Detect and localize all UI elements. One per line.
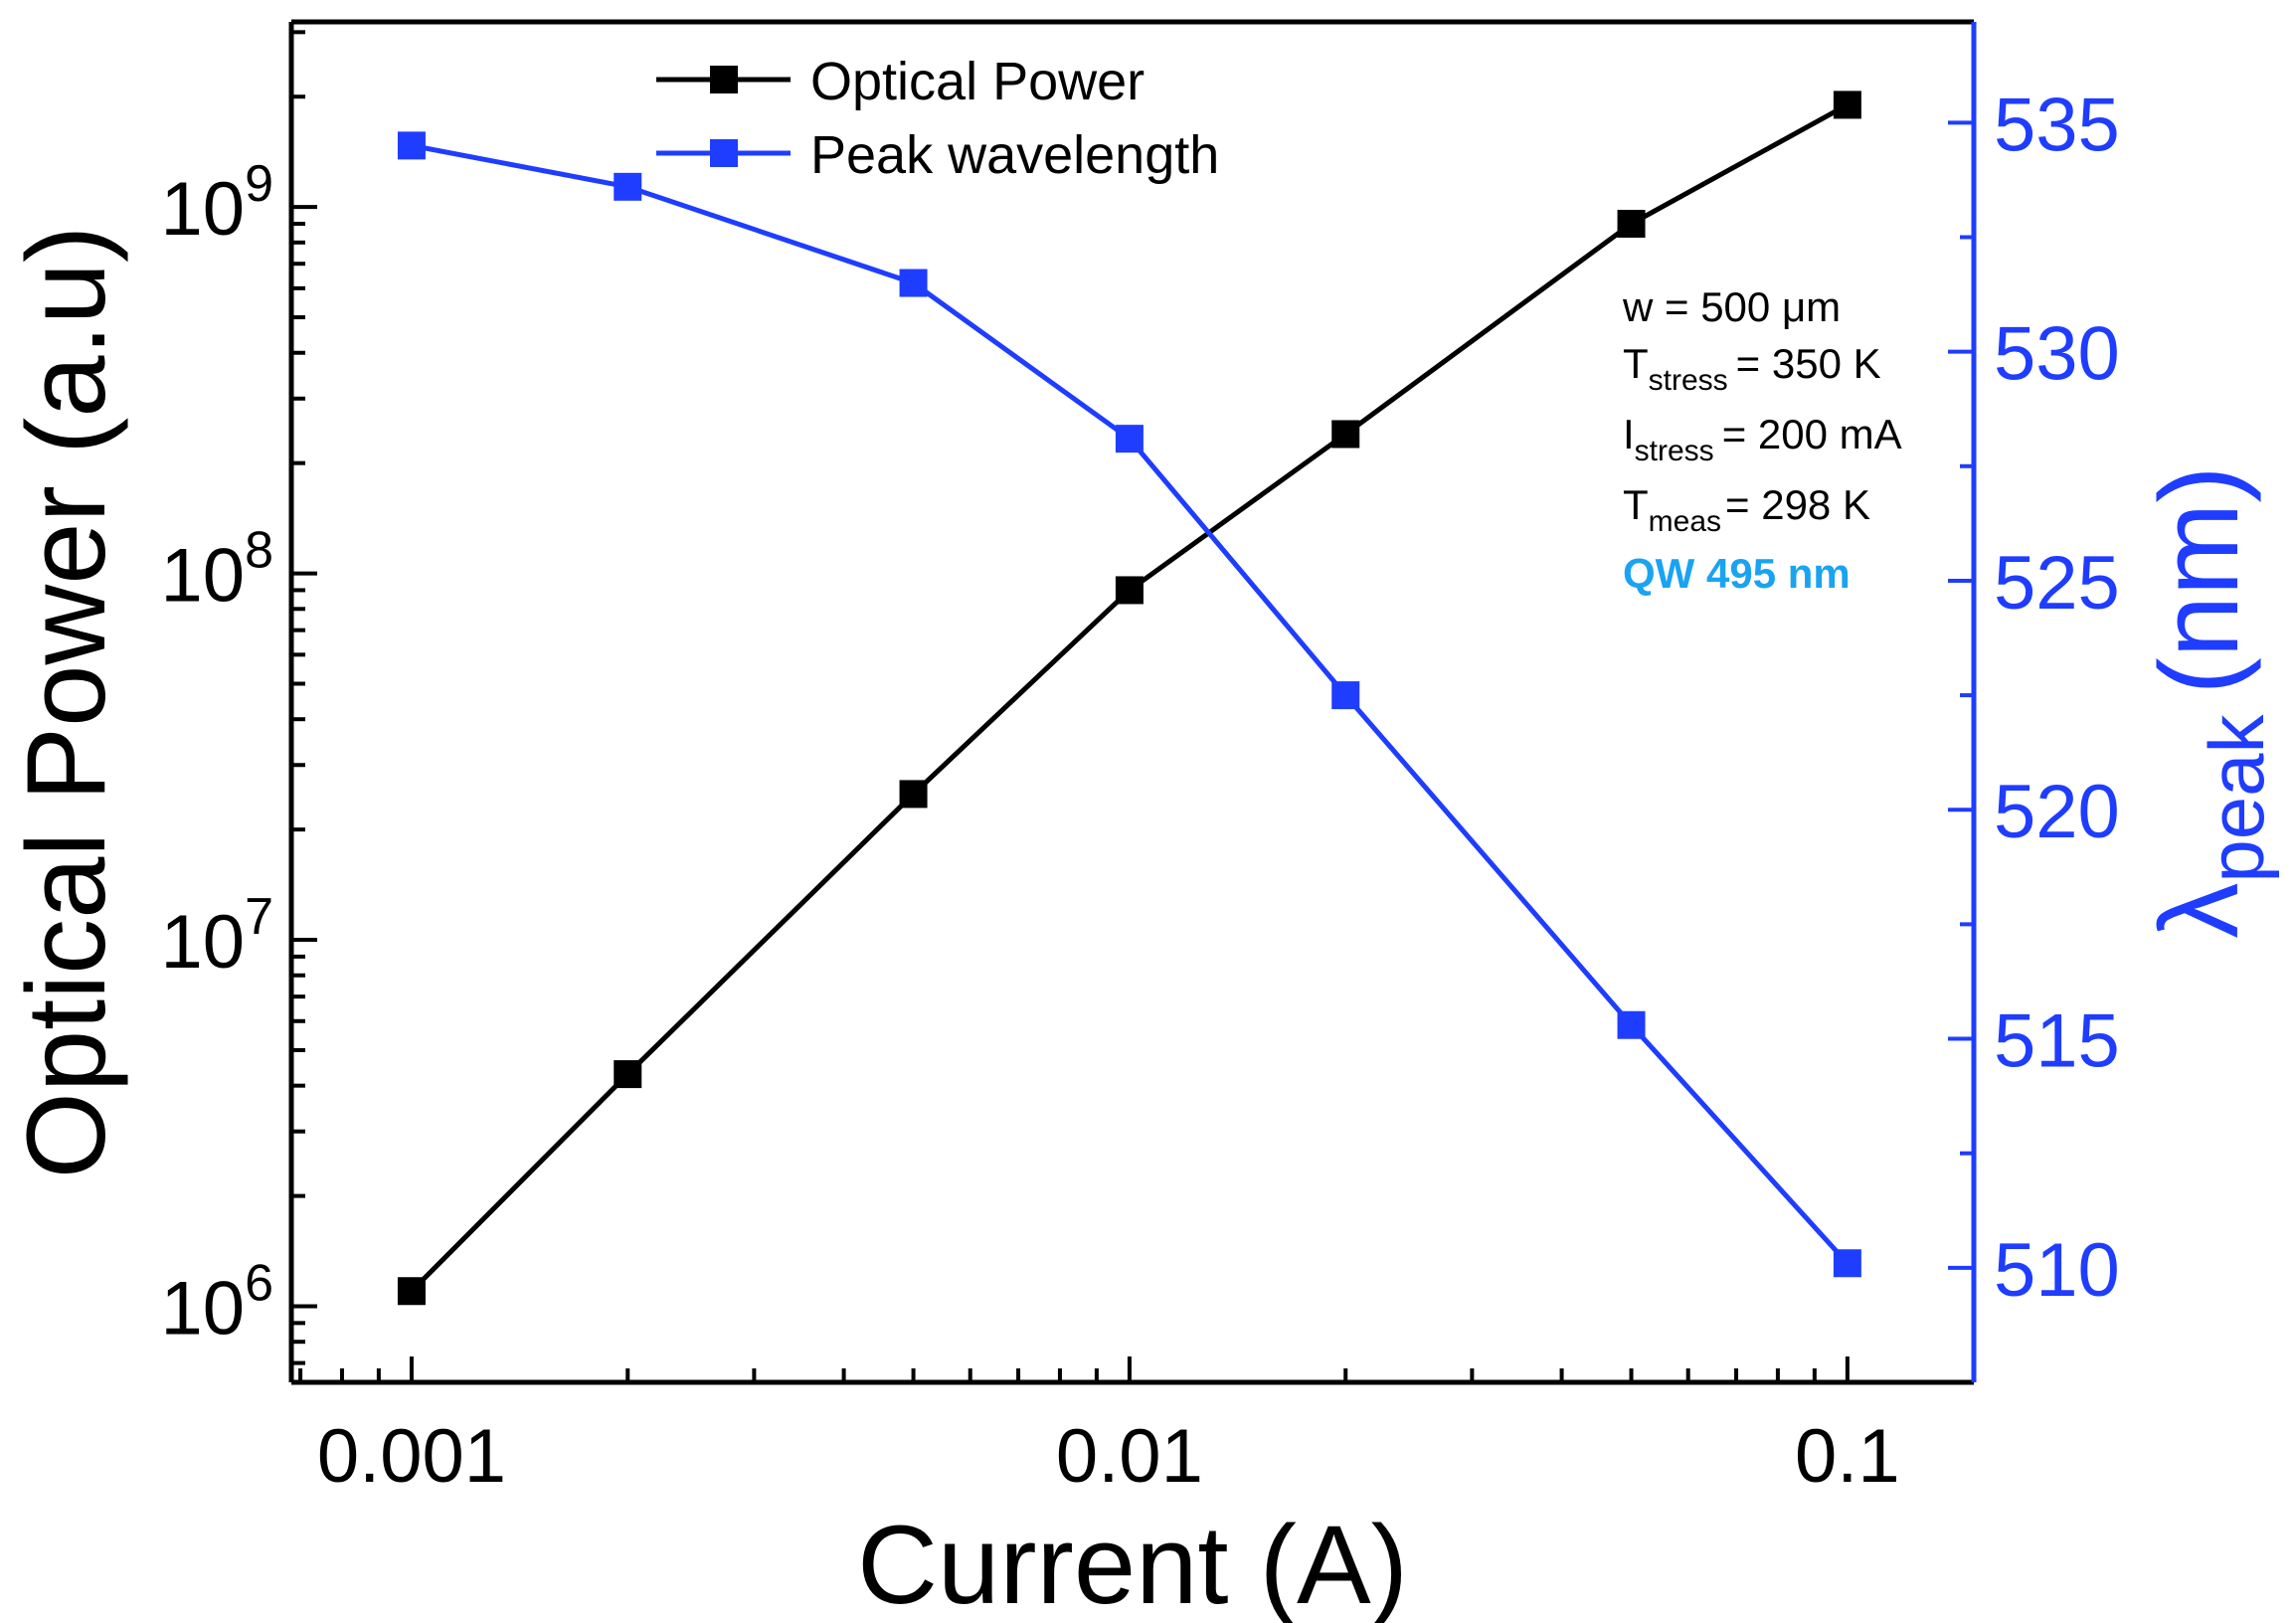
y-left-tick-exponent: 9 <box>245 155 273 213</box>
data-point-peak-wavelength <box>1331 681 1360 710</box>
y-left-axis-title: Optical Power (a.u) <box>4 226 128 1179</box>
data-point-peak-wavelength <box>1617 1010 1646 1039</box>
y-left-tick-base: 10 <box>161 167 246 252</box>
y-left-tick-label: 107 <box>161 888 273 985</box>
y-right-title-unit: (nm) <box>2137 465 2261 694</box>
y-right-tick-label: 515 <box>1994 999 2120 1084</box>
tick-labels: 0.001 0.01 0.11061071081095105155205255305… <box>161 83 2120 1499</box>
svg-text:λpeak(nm): λpeak (nm) <box>2137 465 2280 938</box>
data-point-optical-power <box>899 780 928 809</box>
y-left-tick-base: 10 <box>161 534 246 619</box>
y-left-tick-exponent: 6 <box>245 1255 273 1313</box>
data-point-optical-power <box>1331 420 1360 449</box>
annotation-t-stress: Tstress = 350 K <box>1623 340 1881 397</box>
x-tick-label: 0.01 <box>1056 1414 1203 1499</box>
annotation-i-stress: Istress = 200 mA <box>1623 411 1902 467</box>
y-left-tick-exponent: 7 <box>245 888 273 946</box>
data-point-optical-power <box>614 1060 642 1089</box>
y-right-title-symbol: λ <box>2137 883 2261 939</box>
y-right-tick-label: 510 <box>1994 1228 2120 1313</box>
y-left-tick-label: 108 <box>161 522 273 619</box>
y-right-axis-title: λpeak (nm) <box>2137 465 2280 938</box>
legend-marker-peak-wavelength <box>710 139 738 167</box>
y-left-tick-base: 10 <box>161 1267 246 1352</box>
data-point-optical-power <box>1833 90 1861 119</box>
y-right-tick-label: 530 <box>1994 312 2120 397</box>
annotation-t-meas: Tmeas= 298 K <box>1623 481 1870 538</box>
legend-marker-optical-power <box>710 66 738 93</box>
series-layer <box>397 90 1861 1306</box>
data-point-peak-wavelength <box>397 131 426 160</box>
data-point-optical-power <box>397 1277 426 1306</box>
legend: Optical Power Peak wavelength <box>656 52 1219 185</box>
annotation-block: w = 500 μm Tstress = 350 K Istress = 200 m… <box>1622 283 1902 597</box>
annotation-width: w = 500 μm <box>1622 283 1841 330</box>
legend-label-optical-power: Optical Power <box>810 52 1145 111</box>
y-right-title-subscript: peak <box>2193 714 2280 883</box>
minor-ticks <box>291 30 1974 1384</box>
y-right-tick-label: 520 <box>1994 770 2120 854</box>
data-point-peak-wavelength <box>1833 1249 1861 1278</box>
major-ticks <box>291 120 1974 1382</box>
y-left-tick-label: 106 <box>161 1255 273 1352</box>
data-point-peak-wavelength <box>1115 425 1144 453</box>
y-left-tick-exponent: 8 <box>245 522 273 580</box>
x-tick-label: 0.1 <box>1795 1414 1900 1499</box>
data-point-optical-power <box>1115 576 1144 605</box>
y-right-tick-label: 535 <box>1994 83 2120 167</box>
y-right-tick-label: 525 <box>1994 541 2120 626</box>
data-point-optical-power <box>1617 209 1646 238</box>
x-axis-title: Current (A) <box>857 1503 1408 1623</box>
data-point-peak-wavelength <box>899 269 928 297</box>
data-point-peak-wavelength <box>614 172 642 201</box>
x-tick-label: 0.001 <box>317 1414 506 1499</box>
y-left-tick-label: 109 <box>161 155 273 252</box>
y-left-tick-base: 10 <box>161 900 246 985</box>
annotation-qw: QW 495 nm <box>1623 550 1851 597</box>
legend-label-peak-wavelength: Peak wavelength <box>810 125 1219 185</box>
